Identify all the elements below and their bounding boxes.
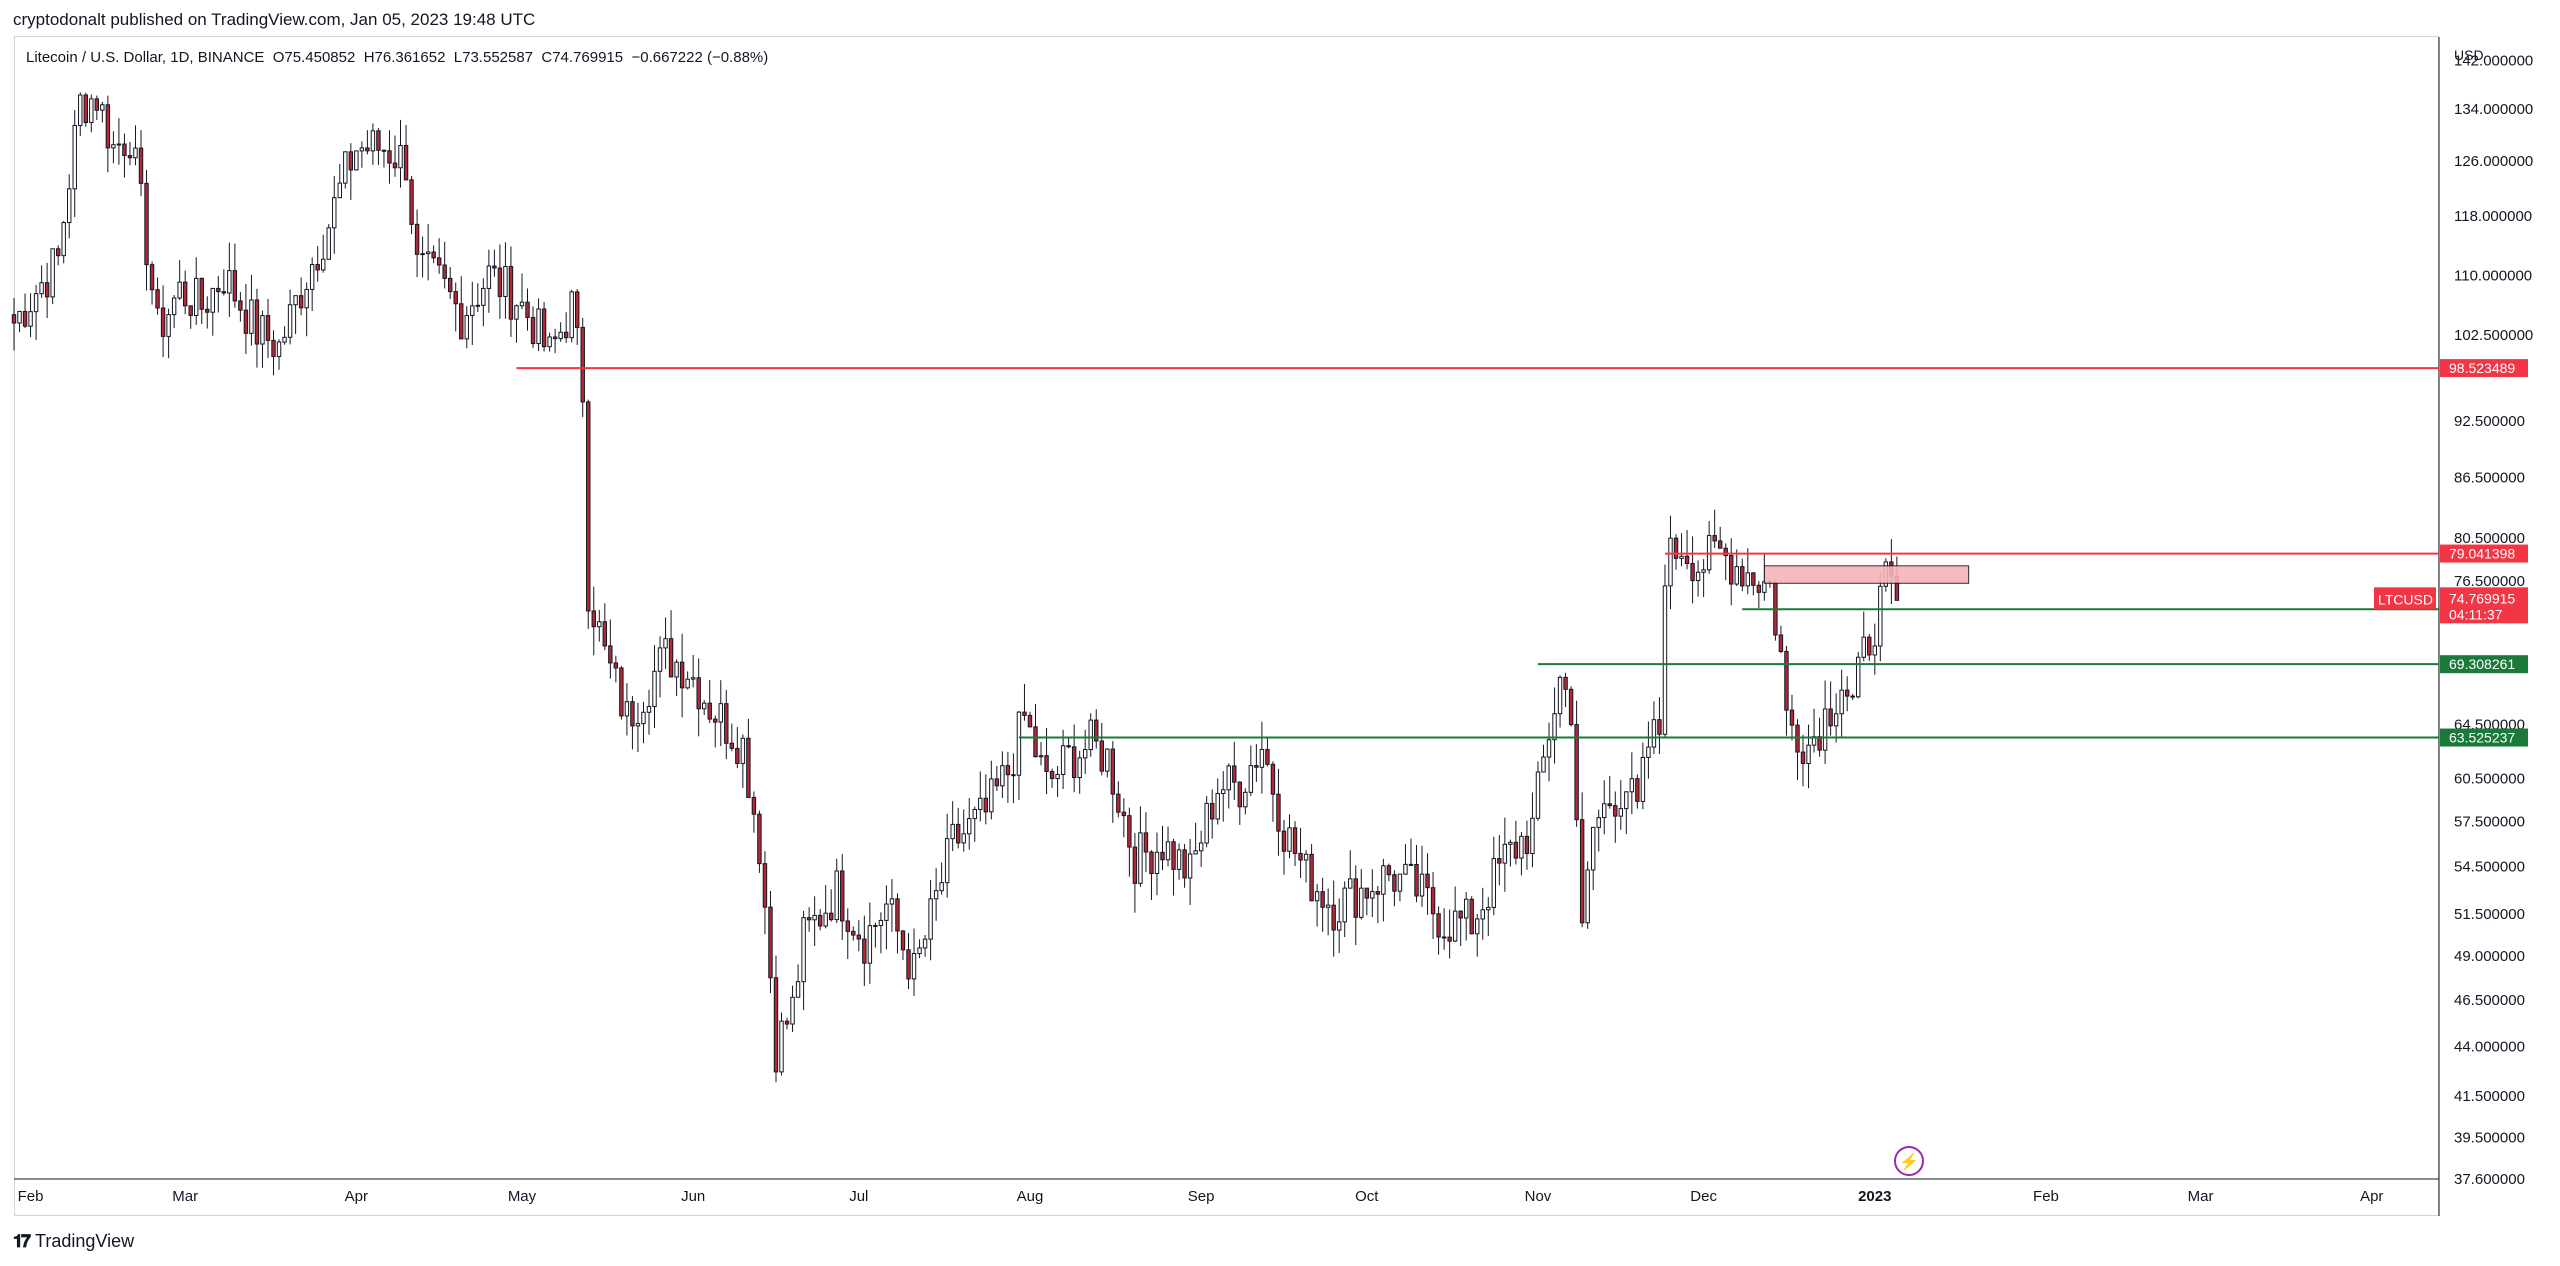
y-tick-label: 49.000000 [2454, 948, 2525, 965]
y-tick-label: 57.500000 [2454, 813, 2525, 830]
footer-brand: 𝟏𝟕 TradingView [13, 1231, 134, 1252]
y-tick-label: 110.000000 [2454, 267, 2532, 284]
y-tick-label: 126.000000 [2454, 153, 2533, 170]
y-tick-label: 64.500000 [2454, 717, 2525, 734]
legend-open: O75.450852 [272, 49, 356, 66]
price-level-label: 73.986378 [2449, 601, 2515, 617]
legend-high: H76.361652 [363, 49, 446, 66]
price-level-badge [2440, 600, 2528, 619]
y-tick-label: 54.500000 [2454, 859, 2525, 876]
y-tick-label: 118.000000 [2454, 208, 2532, 225]
price-level-label: 79.041398 [2449, 546, 2515, 562]
price-level-label: 98.523489 [2449, 360, 2515, 376]
footer-brand-text: TradingView [35, 1231, 135, 1251]
price-level-badge [2440, 655, 2528, 674]
y-tick-label: 86.500000 [2454, 470, 2525, 487]
legend-close: C74.769915 [541, 49, 624, 66]
last-price-label: 74.769915 [2449, 590, 2515, 606]
y-tick-label: 134.000000 [2454, 101, 2533, 118]
legend-symbol: Litecoin / U.S. Dollar, 1D, BINANCE [26, 49, 265, 66]
price-level-badge [2440, 359, 2528, 378]
y-tick-label: 44.000000 [2454, 1039, 2525, 1056]
publish-info: cryptodonalt published on TradingView.co… [13, 10, 536, 29]
y-tick-label: 92.500000 [2454, 413, 2525, 430]
y-tick-label: 142.000000 [2454, 52, 2533, 69]
y-tick-label: 39.500000 [2454, 1130, 2525, 1147]
price-axis-currency: USD [2454, 47, 2484, 63]
price-level-label: 63.525237 [2449, 730, 2515, 746]
y-tick-label: 37.600000 [2454, 1171, 2525, 1188]
y-tick-label: 41.500000 [2454, 1088, 2525, 1105]
y-tick-label: 102.500000 [2454, 327, 2533, 344]
y-tick-label: 46.500000 [2454, 992, 2525, 1009]
legend-low: L73.552587 [453, 49, 534, 66]
price-level-label: 69.308261 [2449, 656, 2515, 672]
price-level-badge [2440, 728, 2528, 747]
y-tick-label: 51.500000 [2454, 906, 2525, 923]
tradingview-logo-icon: 𝟏𝟕 [13, 1231, 31, 1251]
ohlc-legend: Litecoin / U.S. Dollar, 1D, BINANCE O75.… [26, 49, 768, 66]
chart-frame[interactable] [14, 36, 2439, 1216]
legend-change: −0.667222 (−0.88%) [631, 49, 769, 66]
countdown-label: 04:11:37 [2449, 606, 2503, 622]
price-level-badge [2440, 544, 2528, 563]
y-tick-label: 60.500000 [2454, 771, 2525, 788]
y-tick-label: 76.500000 [2454, 573, 2525, 590]
last-price-badge [2440, 587, 2528, 624]
y-tick-label: 80.500000 [2454, 530, 2525, 547]
